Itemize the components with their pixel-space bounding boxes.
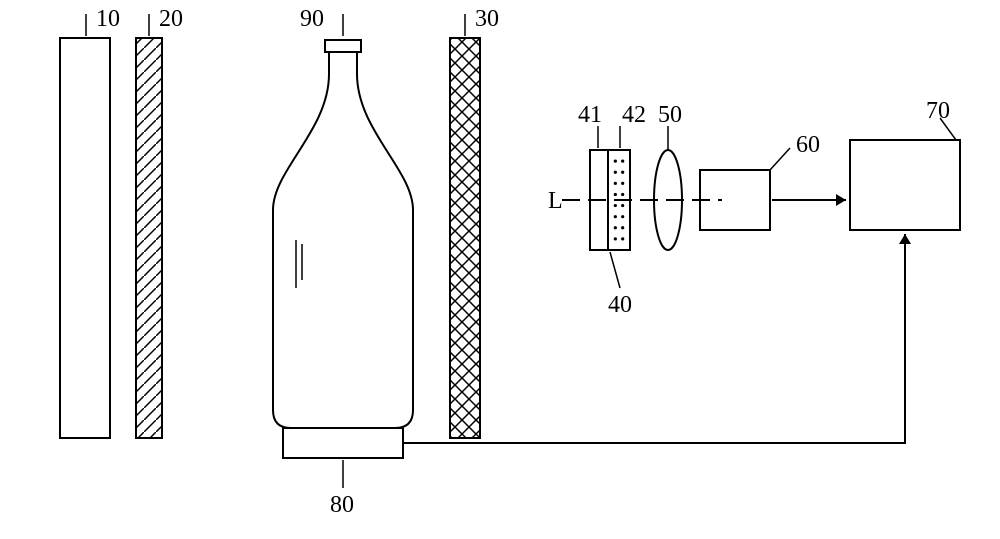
bottle-90 xyxy=(273,74,413,428)
labels.L: L xyxy=(548,188,563,214)
leader-l40 xyxy=(610,252,620,288)
block-60 xyxy=(700,170,770,230)
base-80 xyxy=(283,428,403,458)
leader-l60 xyxy=(770,148,790,170)
labels.n10: 10 xyxy=(96,6,120,32)
labels.n80: 80 xyxy=(330,492,354,518)
panel-20 xyxy=(136,38,162,438)
block-10 xyxy=(60,38,110,438)
labels.n30: 30 xyxy=(475,6,499,32)
labels.n40: 40 xyxy=(608,292,632,318)
labels.n70: 70 xyxy=(926,98,950,124)
panel-30 xyxy=(450,38,480,438)
labels.n60: 60 xyxy=(796,132,820,158)
labels.n42: 42 xyxy=(622,102,646,128)
block-70 xyxy=(850,140,960,230)
labels.n20: 20 xyxy=(159,6,183,32)
labels.n90: 90 xyxy=(300,6,324,32)
labels.n41: 41 xyxy=(578,102,602,128)
bottle-cap xyxy=(325,40,361,52)
labels.n50: 50 xyxy=(658,102,682,128)
